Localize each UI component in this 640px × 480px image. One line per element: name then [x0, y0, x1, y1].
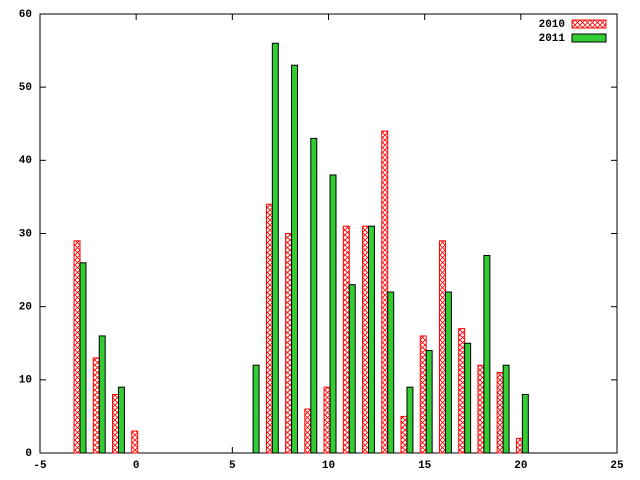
x-tick-label: 5 — [229, 460, 236, 472]
bar — [285, 233, 293, 454]
y-tick-label: 60 — [19, 9, 32, 21]
bar — [291, 64, 299, 454]
bar — [112, 393, 119, 454]
bar — [362, 225, 370, 454]
x-tick-label: 25 — [610, 460, 624, 472]
bar — [477, 364, 485, 454]
bar — [304, 408, 312, 454]
bar — [381, 130, 389, 454]
bar — [271, 42, 279, 454]
bar — [79, 262, 87, 454]
x-tick-label: 20 — [514, 460, 527, 472]
y-tick-label: 10 — [19, 375, 32, 387]
bar — [368, 225, 375, 454]
bar — [400, 415, 408, 454]
legend-swatch — [571, 19, 607, 29]
bar — [131, 430, 139, 454]
x-tick-label: 10 — [322, 460, 335, 472]
bar — [342, 225, 350, 454]
bar — [323, 386, 331, 454]
legend-swatch — [571, 33, 607, 43]
bar — [265, 203, 273, 454]
bar — [515, 437, 523, 454]
bar — [73, 240, 81, 454]
y-tick-label: 50 — [19, 82, 32, 94]
bar — [329, 174, 337, 454]
bar — [502, 364, 510, 454]
bar — [444, 291, 452, 454]
bar — [387, 291, 395, 454]
bar — [252, 364, 260, 454]
bar — [425, 350, 433, 454]
bar — [406, 386, 414, 454]
x-tick-label: 15 — [418, 460, 432, 472]
legend-label: 2011 — [539, 33, 566, 45]
y-tick-label: 0 — [25, 448, 32, 460]
bar — [310, 137, 318, 454]
bar — [458, 328, 466, 454]
bar — [419, 335, 427, 454]
bar — [464, 342, 472, 454]
y-tick-label: 30 — [19, 228, 32, 240]
y-tick-label: 40 — [19, 155, 32, 167]
bar — [521, 393, 529, 454]
bar — [117, 386, 125, 454]
y-tick-label: 20 — [19, 302, 32, 314]
bar — [92, 357, 100, 454]
bar — [496, 372, 504, 454]
legend-label: 2010 — [539, 19, 565, 31]
bar — [483, 254, 491, 454]
x-tick-label: 0 — [133, 460, 140, 472]
x-tick-label: -5 — [33, 460, 47, 472]
bar — [348, 284, 356, 454]
bar — [438, 240, 446, 454]
bar — [98, 335, 106, 454]
